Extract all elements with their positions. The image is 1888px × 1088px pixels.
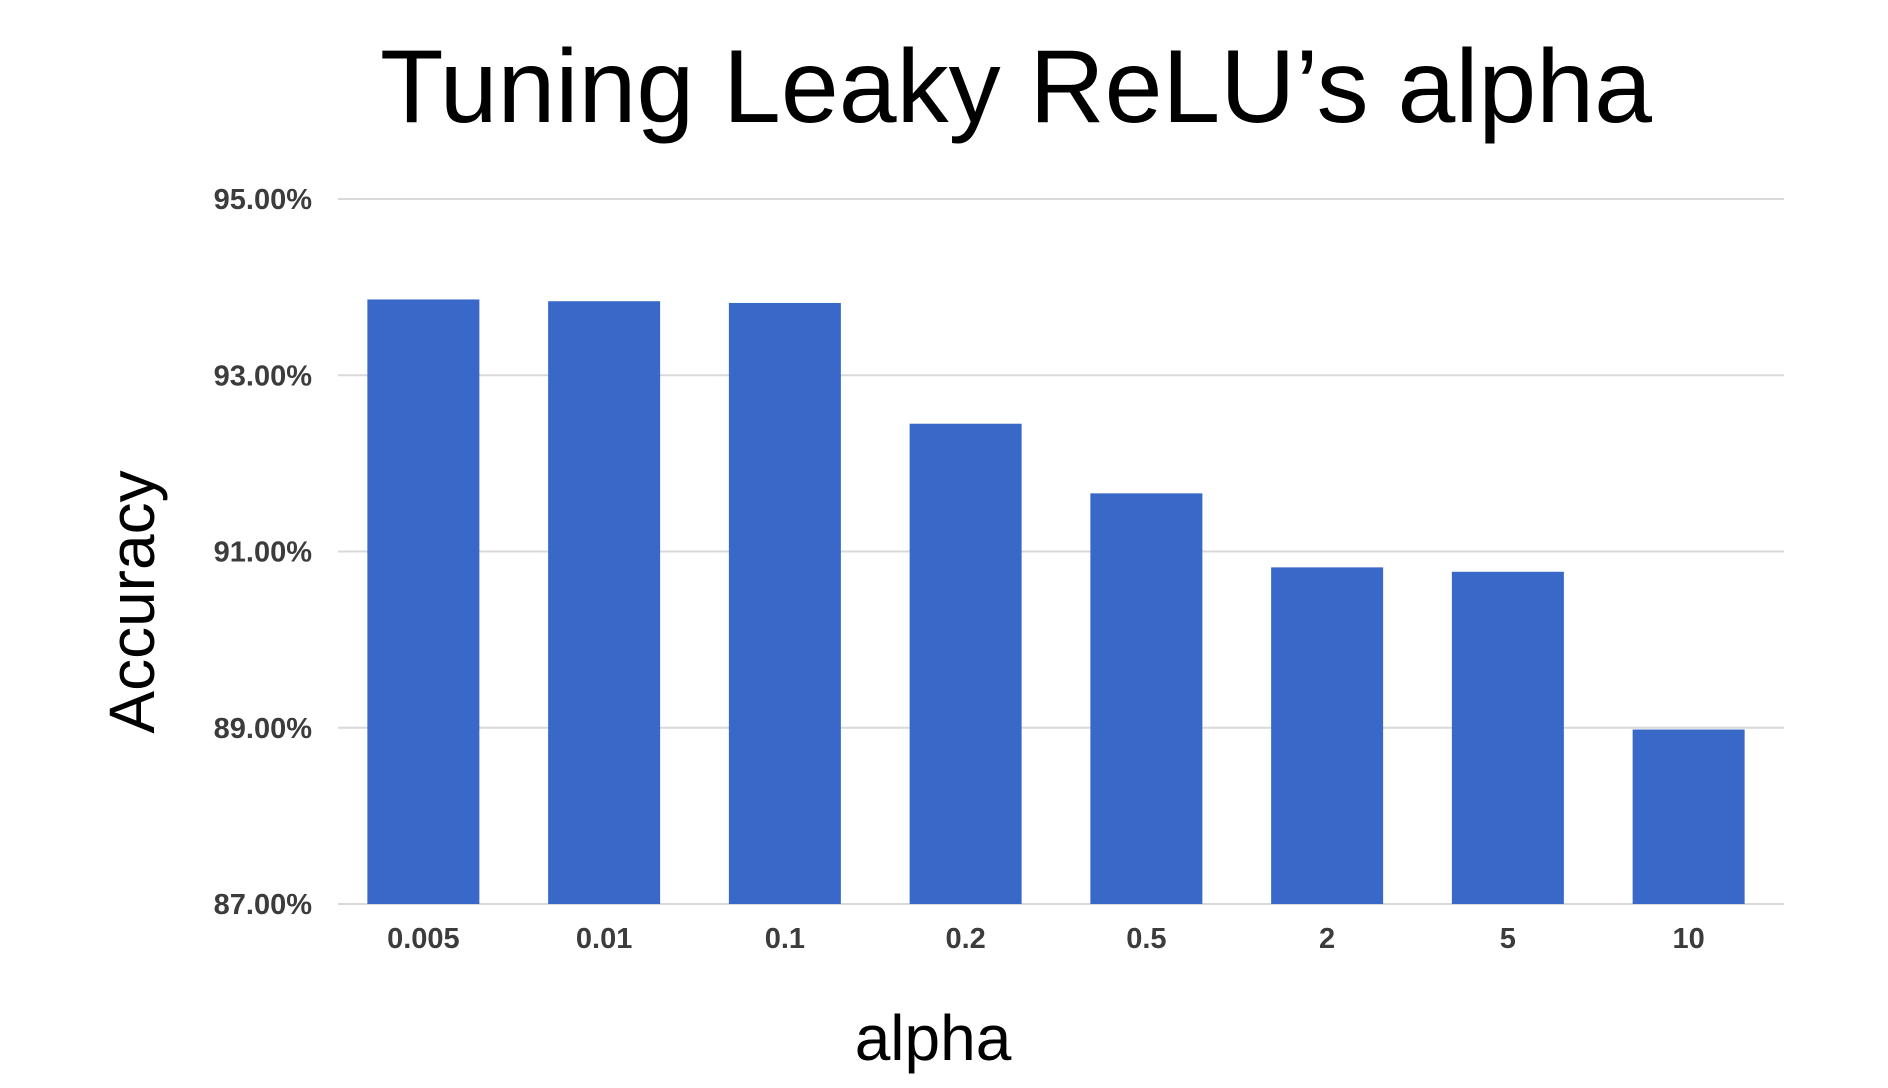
- y-tick-label: 95.00%: [214, 184, 313, 216]
- y-axis-title: Accuracy: [96, 470, 168, 733]
- y-tick-label: 93.00%: [214, 360, 313, 392]
- x-tick-label: 0.2: [945, 923, 985, 955]
- y-axis-ticks: 87.00% 89.00% 91.00% 93.00% 95.00%: [214, 184, 313, 921]
- chart-title: Tuning Leaky ReLU’s alpha: [380, 29, 1652, 145]
- bar-0.5: [1090, 493, 1203, 904]
- bar-5: [1451, 571, 1564, 904]
- x-axis-title: alpha: [855, 1002, 1012, 1074]
- bar-10: [1632, 729, 1745, 904]
- x-tick-label: 0.1: [765, 923, 805, 955]
- y-tick-label: 91.00%: [214, 537, 313, 569]
- x-tick-label: 0.005: [387, 923, 460, 955]
- bar-0.005: [367, 299, 480, 904]
- bar-0.1: [728, 302, 841, 904]
- y-tick-label: 87.00%: [214, 889, 313, 921]
- bars: [367, 299, 1745, 905]
- bar-2: [1271, 567, 1384, 904]
- x-tick-label: 10: [1672, 923, 1704, 955]
- x-tick-label: 0.01: [576, 923, 632, 955]
- x-tick-label: 2: [1319, 923, 1335, 955]
- y-tick-label: 89.00%: [214, 713, 313, 745]
- bar-0.2: [909, 423, 1022, 904]
- x-axis-ticks: 0.005 0.01 0.1 0.2 0.5 2 5 10: [387, 923, 1705, 955]
- x-tick-label: 5: [1500, 923, 1516, 955]
- bar-0.01: [548, 301, 661, 905]
- x-tick-label: 0.5: [1126, 923, 1166, 955]
